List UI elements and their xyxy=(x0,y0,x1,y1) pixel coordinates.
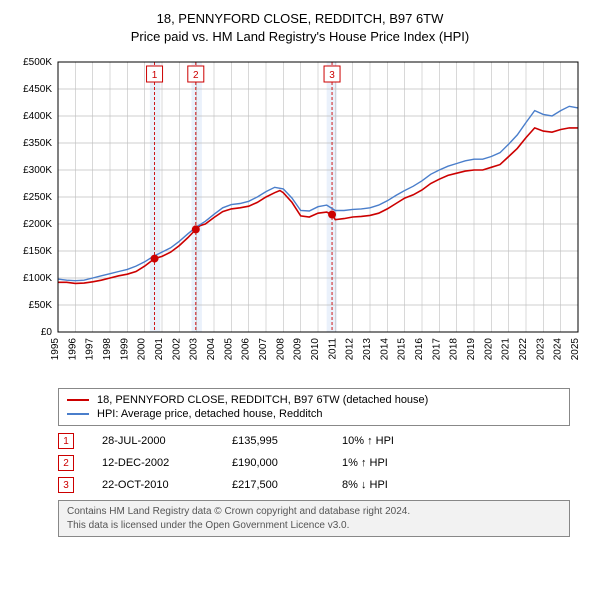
legend-swatch xyxy=(67,413,89,415)
svg-text:2023: 2023 xyxy=(535,338,546,361)
legend: 18, PENNYFORD CLOSE, REDDITCH, B97 6TW (… xyxy=(58,388,570,426)
svg-text:2008: 2008 xyxy=(275,338,286,361)
svg-text:2009: 2009 xyxy=(293,338,304,361)
legend-swatch xyxy=(67,399,89,401)
svg-text:2025: 2025 xyxy=(570,338,581,361)
svg-text:1995: 1995 xyxy=(50,338,61,361)
svg-text:2004: 2004 xyxy=(206,338,217,361)
sale-price: £135,995 xyxy=(232,435,342,447)
svg-text:2002: 2002 xyxy=(171,338,182,361)
legend-item: HPI: Average price, detached house, Redd… xyxy=(67,407,561,421)
svg-text:2013: 2013 xyxy=(362,338,373,361)
svg-text:2019: 2019 xyxy=(466,338,477,361)
title-address: 18, PENNYFORD CLOSE, REDDITCH, B97 6TW xyxy=(10,10,590,28)
svg-text:£500K: £500K xyxy=(23,57,52,68)
svg-text:2020: 2020 xyxy=(483,338,494,361)
svg-text:2021: 2021 xyxy=(501,338,512,361)
legend-label: HPI: Average price, detached house, Redd… xyxy=(97,408,322,420)
sale-date: 22-OCT-2010 xyxy=(102,479,232,491)
sale-diff: 8% ↓ HPI xyxy=(342,479,442,491)
svg-text:2018: 2018 xyxy=(449,338,460,361)
svg-text:2015: 2015 xyxy=(397,338,408,361)
title-block: 18, PENNYFORD CLOSE, REDDITCH, B97 6TW P… xyxy=(10,10,590,46)
svg-text:£400K: £400K xyxy=(23,111,52,122)
sale-row: 1 28-JUL-2000£135,99510% ↑ HPI xyxy=(58,430,570,452)
sale-marker: 2 xyxy=(58,455,74,471)
sale-date: 28-JUL-2000 xyxy=(102,435,232,447)
svg-text:2005: 2005 xyxy=(223,338,234,361)
footer-line-2: This data is licensed under the Open Gov… xyxy=(67,519,561,533)
sale-row: 2 12-DEC-2002£190,0001% ↑ HPI xyxy=(58,452,570,474)
svg-text:£450K: £450K xyxy=(23,84,52,95)
svg-text:£300K: £300K xyxy=(23,165,52,176)
sale-diff: 1% ↑ HPI xyxy=(342,457,442,469)
svg-text:2016: 2016 xyxy=(414,338,425,361)
svg-text:2014: 2014 xyxy=(379,338,390,361)
svg-text:£100K: £100K xyxy=(23,273,52,284)
svg-text:£50K: £50K xyxy=(29,300,53,311)
sale-marker: 3 xyxy=(58,477,74,493)
sale-marker: 1 xyxy=(58,433,74,449)
svg-text:2024: 2024 xyxy=(553,338,564,361)
sale-date: 12-DEC-2002 xyxy=(102,457,232,469)
svg-text:2: 2 xyxy=(193,70,199,81)
sale-row: 3 22-OCT-2010£217,5008% ↓ HPI xyxy=(58,474,570,496)
svg-text:£200K: £200K xyxy=(23,219,52,230)
legend-item: 18, PENNYFORD CLOSE, REDDITCH, B97 6TW (… xyxy=(67,393,561,407)
svg-text:2007: 2007 xyxy=(258,338,269,361)
svg-text:1998: 1998 xyxy=(102,338,113,361)
svg-text:£350K: £350K xyxy=(23,138,52,149)
svg-text:£250K: £250K xyxy=(23,192,52,203)
svg-text:£0: £0 xyxy=(41,327,53,338)
svg-text:1997: 1997 xyxy=(85,338,96,361)
attribution-footer: Contains HM Land Registry data © Crown c… xyxy=(58,500,570,537)
line-chart: £0 £50K £100K £150K £200K £250K £300K £350K £400… xyxy=(10,52,590,382)
legend-label: 18, PENNYFORD CLOSE, REDDITCH, B97 6TW (… xyxy=(97,394,428,406)
svg-text:2011: 2011 xyxy=(327,338,338,360)
sale-price: £217,500 xyxy=(232,479,342,491)
svg-text:2001: 2001 xyxy=(154,338,165,361)
svg-text:2010: 2010 xyxy=(310,338,321,361)
sale-diff: 10% ↑ HPI xyxy=(342,435,442,447)
footer-line-1: Contains HM Land Registry data © Crown c… xyxy=(67,505,561,519)
svg-text:2017: 2017 xyxy=(431,338,442,361)
sales-table: 1 28-JUL-2000£135,99510% ↑ HPI 2 12-DEC-200… xyxy=(58,430,570,496)
svg-text:1999: 1999 xyxy=(119,338,130,361)
sale-price: £190,000 xyxy=(232,457,342,469)
svg-text:2012: 2012 xyxy=(345,338,356,361)
svg-text:1: 1 xyxy=(152,70,158,81)
svg-text:2006: 2006 xyxy=(241,338,252,361)
svg-text:1996: 1996 xyxy=(67,338,78,361)
title-subtitle: Price paid vs. HM Land Registry's House … xyxy=(10,28,590,46)
svg-text:2000: 2000 xyxy=(137,338,148,361)
svg-text:2022: 2022 xyxy=(518,338,529,361)
svg-text:2003: 2003 xyxy=(189,338,200,361)
chart-area: £0 £50K £100K £150K £200K £250K £300K £350K £400… xyxy=(10,52,590,382)
svg-text:3: 3 xyxy=(329,70,335,81)
chart-container: 18, PENNYFORD CLOSE, REDDITCH, B97 6TW P… xyxy=(0,0,600,537)
svg-text:£150K: £150K xyxy=(23,246,52,257)
